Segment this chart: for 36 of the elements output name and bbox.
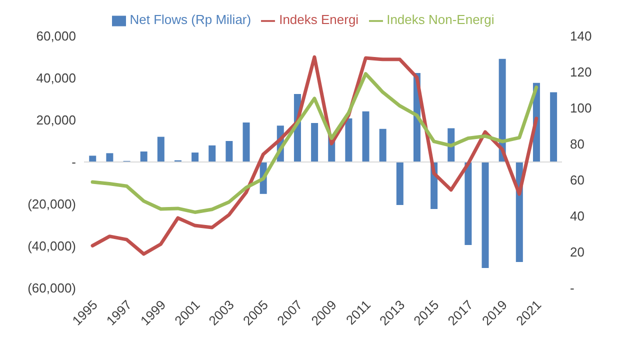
bar — [106, 153, 114, 162]
bar — [192, 152, 199, 162]
y2-tick-label: 80 — [570, 136, 584, 152]
y2-tick-label: 20 — [570, 244, 584, 260]
bar — [362, 111, 370, 162]
y-tick-label: (60,000) — [28, 280, 76, 296]
y-tick-label: 60,000 — [36, 28, 76, 44]
bar — [242, 122, 250, 162]
bar — [311, 122, 318, 162]
line-series — [90, 72, 538, 214]
y-tick-label: (20,000) — [28, 196, 76, 212]
bar — [89, 156, 96, 162]
bar — [140, 152, 148, 162]
bar — [550, 92, 558, 162]
y2-tick-label: 140 — [570, 28, 592, 44]
bar — [208, 145, 216, 162]
y-tick-label: (40,000) — [28, 238, 76, 254]
bar — [345, 118, 352, 162]
line-series — [90, 55, 538, 256]
y2-tick-label: 60 — [570, 172, 584, 188]
bar — [482, 162, 489, 268]
legend-label: Net Flows (Rp Miliar) — [130, 12, 252, 27]
legend-label: Indeks Non-Energi — [386, 12, 494, 27]
bar — [396, 162, 404, 206]
y2-tick-label: - — [570, 280, 574, 296]
y-tick-label: 20,000 — [36, 112, 76, 128]
y2-tick-label: 40 — [570, 208, 584, 224]
bar — [379, 128, 386, 162]
y-tick-label: - — [72, 154, 76, 170]
y2-tick-label: 120 — [570, 64, 592, 80]
bar — [226, 141, 233, 162]
y-tick-label: 40,000 — [36, 70, 76, 86]
legend-label: Indeks Energi — [279, 12, 359, 27]
bar — [464, 162, 472, 245]
bar — [157, 136, 164, 162]
y2-tick-label: 100 — [570, 100, 592, 116]
